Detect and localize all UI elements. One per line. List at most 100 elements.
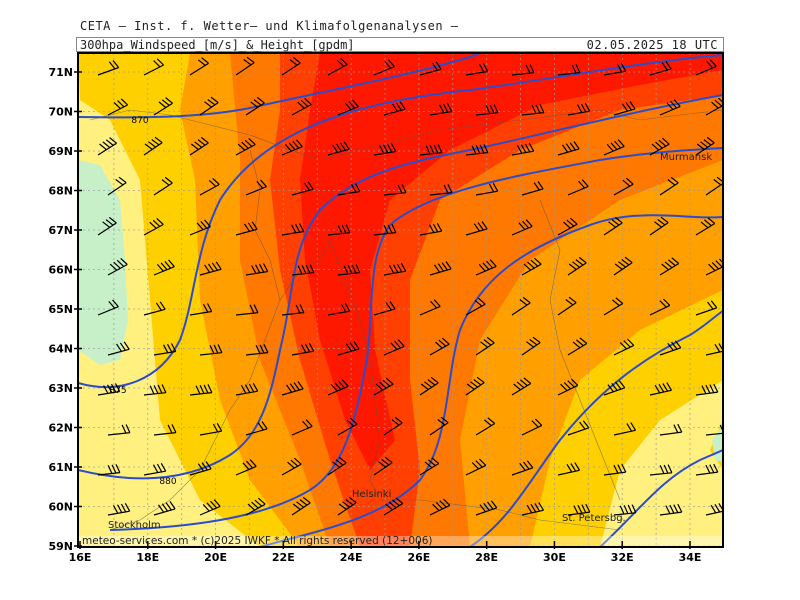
contour-890 (259, 214, 723, 547)
wind-barb (429, 261, 452, 276)
wind-barb (291, 97, 312, 116)
city-label-helsinki: Helsinki (352, 489, 391, 500)
wind-barb (189, 219, 211, 236)
wind-barb (567, 420, 590, 436)
wind-barb (419, 223, 443, 236)
lat-label: 62N (48, 422, 73, 435)
wind-barb (705, 176, 723, 196)
isoline-label-875: 875 (109, 386, 126, 396)
wind-barb (327, 379, 349, 396)
wind-barb (153, 259, 175, 276)
wind-barb (465, 221, 488, 236)
wind-barb (245, 179, 267, 196)
wind-barb (97, 216, 117, 236)
wind-barb (189, 384, 213, 396)
wind-barb (189, 461, 212, 476)
wind-barb (567, 179, 589, 196)
wind-barb (659, 503, 683, 516)
wind-barb (291, 343, 315, 356)
wind-barb (419, 299, 441, 316)
wind-barb (199, 261, 222, 276)
lon-label: 26E (407, 551, 430, 564)
wind-barb (429, 416, 449, 436)
wind-barb (291, 419, 313, 436)
wind-barb (383, 416, 403, 436)
lat-label: 59N (48, 540, 73, 553)
wind-barb (429, 337, 450, 356)
isoline-label-870: 870 (131, 116, 148, 126)
lat-label: 67N (48, 224, 73, 237)
wind-barb (383, 497, 404, 516)
isoline-label-880: 880 (159, 477, 176, 487)
wind-barb (337, 417, 358, 436)
wind-barb (199, 177, 220, 196)
wind-barb (557, 64, 581, 76)
contour-895 (469, 310, 723, 547)
wind-barb (143, 384, 167, 396)
wind-barb (429, 498, 451, 516)
contour-880 (78, 94, 723, 480)
wind-barb (281, 457, 302, 476)
wind-barb (659, 176, 679, 196)
wind-barb (327, 57, 348, 76)
wind-barb (107, 257, 128, 276)
wind-barb (245, 344, 269, 356)
wind-barb (291, 181, 314, 196)
band-max (300, 53, 723, 470)
wind-barb (603, 380, 626, 396)
wind-barb (419, 457, 440, 476)
wind-barb (465, 63, 489, 76)
wind-barb (281, 381, 304, 396)
wind-barb (705, 502, 723, 516)
wind-barb (511, 143, 535, 156)
wind-barb (521, 502, 545, 516)
lat-axis: 71N 70N 69N 68N 67N 66N 65N 64N 63N 62N 61N 60N 59N (48, 66, 82, 553)
wind-barb (245, 497, 266, 516)
wind-barb (199, 344, 223, 356)
lat-label: 71N (48, 66, 73, 79)
wind-barb (281, 304, 305, 316)
wind-barb (153, 176, 173, 196)
wind-barb (695, 300, 718, 316)
wind-barb (419, 144, 443, 156)
wind-barb (291, 264, 315, 276)
wind-barb (429, 184, 453, 196)
wind-barb (97, 464, 121, 476)
wind-barbs (97, 56, 723, 516)
wind-barb (511, 219, 533, 236)
wind-barb (659, 257, 680, 276)
wind-barb (383, 339, 405, 356)
wind-barb (475, 259, 497, 276)
wind-barb (557, 217, 578, 236)
lon-axis: 16E 18E 20E 22E 24E 26E 28E 30E 32E 34E (69, 541, 701, 564)
lon-label: 28E (475, 551, 498, 564)
wind-barb (521, 336, 541, 356)
wind-barb (235, 304, 259, 316)
wind-barb (337, 99, 359, 116)
wind-barb (419, 376, 439, 396)
wind-barb (143, 136, 163, 156)
wind-barb (143, 217, 164, 236)
wind-barb (475, 500, 498, 516)
wind-barb (245, 421, 268, 436)
wind-barb (337, 341, 360, 356)
wind-barb (557, 462, 581, 476)
wind-barb (649, 298, 671, 316)
wind-barb (475, 417, 496, 436)
wind-barb (695, 383, 719, 396)
map-frame (77, 52, 724, 548)
wind-barb (429, 103, 453, 116)
lon-label: 20E (204, 551, 227, 564)
lat-label: 68N (48, 185, 73, 198)
wind-barb (557, 141, 580, 156)
wind-barb (337, 183, 361, 196)
wind-barb (281, 139, 303, 156)
wind-barb (245, 263, 269, 276)
wind-barb (511, 377, 532, 396)
wind-barb (567, 103, 591, 116)
wind-barb (153, 501, 176, 516)
wind-barb (373, 456, 393, 476)
wind-barb (521, 257, 542, 276)
wind-barb (603, 139, 625, 156)
wind-barb (383, 184, 407, 196)
